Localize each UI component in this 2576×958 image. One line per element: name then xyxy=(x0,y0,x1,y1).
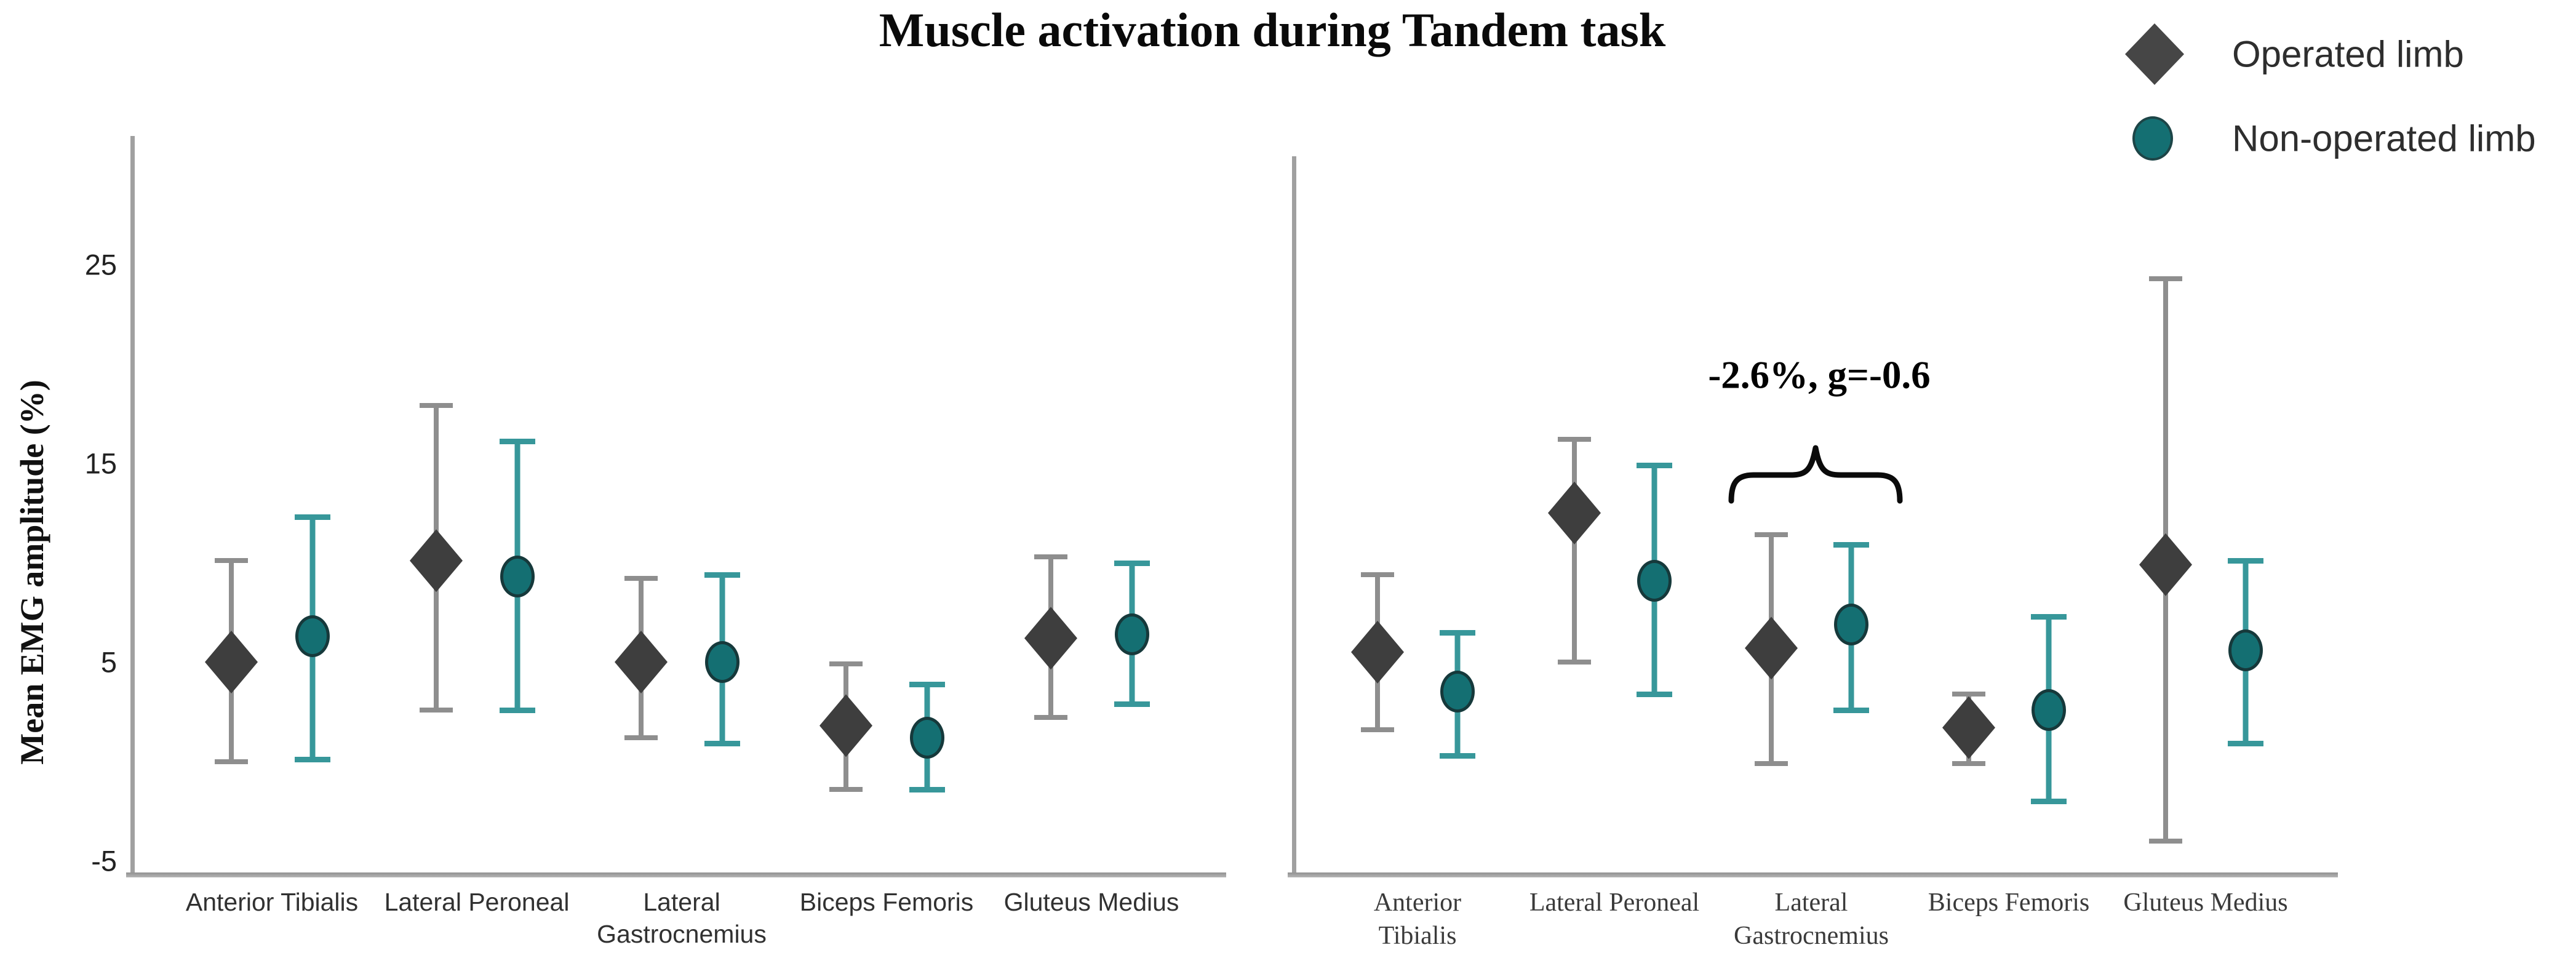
non-operated-limb-marker xyxy=(1834,603,1868,645)
error-bar-cap-top xyxy=(1833,542,1869,548)
error-bar-cap-top xyxy=(1637,463,1672,469)
error-bar-cap-top xyxy=(420,403,453,409)
non-operated-limb-marker xyxy=(2032,689,2066,731)
category-label: Biceps Femoris xyxy=(1928,888,2090,917)
category-label: Lateral Gastrocnemius xyxy=(597,888,767,948)
error-bar-cap-bottom xyxy=(2149,838,2182,844)
non-operated-limb-marker xyxy=(910,716,944,759)
left-panel-x-axis xyxy=(126,872,1226,877)
error-bar-cap-top xyxy=(704,572,740,578)
error-bar-cap-top xyxy=(1558,437,1591,442)
error-bar-cap-bottom xyxy=(704,741,740,747)
category-label: Biceps Femoris xyxy=(799,888,974,916)
error-bar-cap-top xyxy=(295,514,330,521)
operated-limb-marker xyxy=(1942,696,1995,759)
error-bar-cap-bottom xyxy=(500,707,535,713)
category-label: Anterior Tibialis xyxy=(185,888,359,916)
y-tick-label: 25 xyxy=(84,248,117,281)
legend-label-operated: Operated limb xyxy=(2232,33,2464,75)
y-tick-label: 5 xyxy=(100,645,117,679)
non-operated-limb-marker xyxy=(705,641,740,683)
category-label: Anterior Tibialis xyxy=(1373,888,1462,950)
error-bar-cap-bottom xyxy=(1558,660,1591,665)
error-bar-cap-bottom xyxy=(295,757,330,763)
error-bar-cap-top xyxy=(500,439,535,445)
error-bar-cap-top xyxy=(829,661,863,667)
error-bar-cap-top xyxy=(2228,558,2263,564)
error-bar-cap-top xyxy=(624,576,658,581)
right-panel-x-axis xyxy=(1288,872,2338,877)
error-bar-cap-bottom xyxy=(215,759,248,764)
error-bar-cap-top xyxy=(909,681,945,687)
legend-label-non-operated: Non-operated limb xyxy=(2232,118,2536,159)
non-operated-limb-marker xyxy=(1115,613,1149,655)
error-bar-cap-bottom xyxy=(1440,752,1475,759)
non-operated-limb-marker xyxy=(1637,559,1672,602)
operated-limb-marker xyxy=(1024,607,1077,670)
error-bar-cap-top xyxy=(2149,276,2182,281)
effect-size-annotation: -2.6%, g=-0.6 xyxy=(1708,353,1931,397)
operated-limb-marker xyxy=(205,631,258,693)
non-operated-limb-legend-circle-icon xyxy=(2132,116,2173,161)
error-bar-cap-bottom xyxy=(420,707,453,713)
error-bar-cap-top xyxy=(1361,572,1394,577)
error-bar-cap-bottom xyxy=(1637,691,1672,697)
error-bar-cap-bottom xyxy=(624,735,658,740)
category-label: Gluteus Medius xyxy=(1003,888,1179,916)
operated-limb-marker xyxy=(615,631,668,693)
error-bar-cap-top xyxy=(1952,691,1985,697)
error-bar-cap-top xyxy=(1034,554,1067,559)
error-bar-cap-bottom xyxy=(829,786,863,792)
error-bar-cap-bottom xyxy=(909,786,945,792)
error-bar-cap-top xyxy=(1755,532,1788,538)
operated-limb-marker xyxy=(1351,620,1404,684)
y-tick-label: 15 xyxy=(84,447,117,480)
error-bar-cap-bottom xyxy=(1952,760,1985,766)
error-bar-cap-bottom xyxy=(1034,715,1067,720)
operated-error-bar xyxy=(1572,439,1577,662)
right-panel-y-spine xyxy=(1292,156,1296,877)
category-label: Lateral Peroneal xyxy=(384,888,570,916)
chart-title: Muscle activation during Tandem task xyxy=(879,3,1666,57)
operated-limb-marker xyxy=(819,694,872,757)
y-tick-label: -5 xyxy=(91,844,117,877)
error-bar-cap-bottom xyxy=(1114,701,1150,707)
non-operated-limb-marker xyxy=(2228,629,2263,671)
y-axis-label: Mean EMG amplitude (%) xyxy=(14,380,50,765)
operated-limb-marker xyxy=(1745,617,1798,680)
operated-limb-marker xyxy=(1548,481,1601,545)
error-bar-cap-bottom xyxy=(2228,741,2263,747)
operated-limb-marker xyxy=(410,529,463,593)
error-bar-cap-bottom xyxy=(2031,799,2067,805)
error-bar-cap-bottom xyxy=(1833,707,1869,713)
operated-limb-legend-diamond-icon xyxy=(2125,23,2184,85)
error-bar-cap-top xyxy=(2031,613,2067,620)
error-bar-cap-bottom xyxy=(1755,760,1788,766)
error-bar-cap-top xyxy=(1114,560,1150,566)
category-label: Gluteus Medius xyxy=(2123,888,2288,917)
non-operated-limb-marker xyxy=(1440,671,1475,713)
non-operated-limb-marker xyxy=(295,615,330,657)
error-bar-cap-top xyxy=(215,558,248,564)
category-label: Lateral Peroneal xyxy=(1529,888,1700,917)
category-label: Lateral Gastrocnemius xyxy=(1734,888,1889,950)
error-bar-cap-top xyxy=(1440,629,1475,636)
error-bar-cap-bottom xyxy=(1361,727,1394,732)
non-operated-limb-marker xyxy=(500,556,535,598)
left-panel-y-spine xyxy=(130,136,135,877)
operated-limb-marker xyxy=(2139,533,2192,596)
